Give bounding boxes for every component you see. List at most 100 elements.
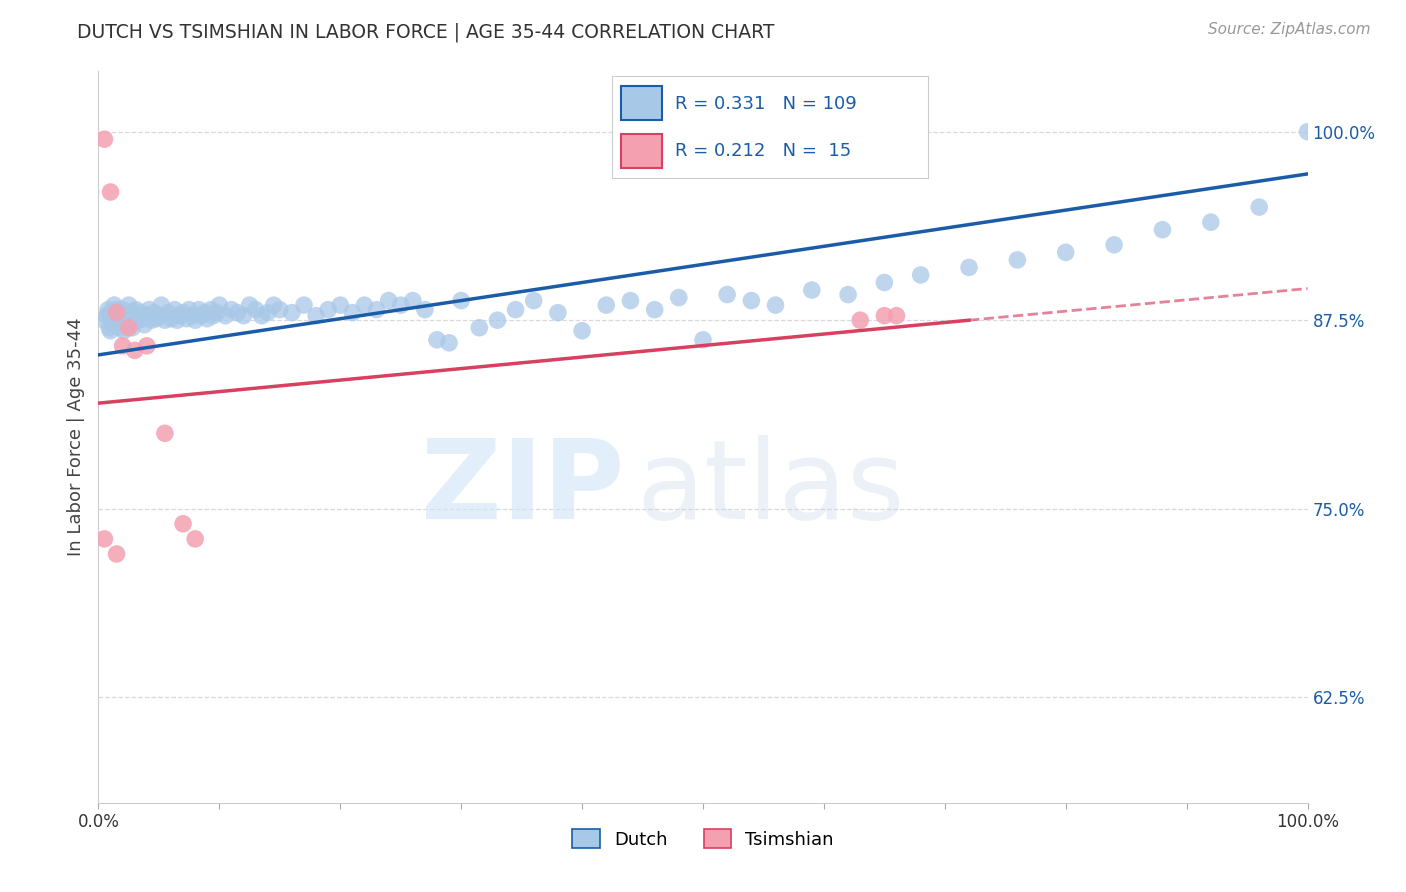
Point — [93, 313, 115, 327]
Point — [873, 276, 896, 290]
Point — [873, 309, 896, 323]
Point — [765, 298, 787, 312]
Point — [114, 309, 136, 323]
Point — [179, 302, 201, 317]
Point — [118, 298, 141, 312]
Point — [118, 320, 141, 334]
Point — [450, 293, 472, 308]
Point — [1102, 237, 1125, 252]
Point — [571, 324, 593, 338]
Point — [226, 306, 249, 320]
Point — [437, 335, 460, 350]
Point — [245, 302, 267, 317]
Point — [166, 313, 188, 327]
Point — [239, 298, 262, 312]
Point — [169, 309, 191, 323]
Point — [486, 313, 509, 327]
Text: R = 0.331   N = 109: R = 0.331 N = 109 — [675, 95, 856, 112]
Point — [108, 320, 131, 334]
Text: DUTCH VS TSIMSHIAN IN LABOR FORCE | AGE 35-44 CORRELATION CHART: DUTCH VS TSIMSHIAN IN LABOR FORCE | AGE … — [77, 22, 775, 42]
Point — [413, 302, 436, 317]
Point — [194, 306, 217, 320]
Point — [112, 324, 135, 338]
Point — [366, 302, 388, 317]
Point — [103, 298, 125, 312]
Y-axis label: In Labor Force | Age 35-44: In Labor Force | Age 35-44 — [66, 318, 84, 557]
Point — [1249, 200, 1271, 214]
Point — [619, 293, 641, 308]
Point — [426, 333, 449, 347]
Point — [250, 309, 273, 323]
Point — [121, 320, 143, 334]
Point — [100, 185, 122, 199]
Point — [187, 302, 209, 317]
Point — [105, 547, 128, 561]
Point — [105, 316, 128, 330]
Point — [740, 293, 762, 308]
Point — [263, 298, 285, 312]
Point — [190, 309, 212, 323]
Point — [145, 311, 167, 326]
Point — [176, 311, 198, 326]
Point — [108, 306, 131, 320]
Point — [163, 302, 186, 317]
Point — [93, 532, 115, 546]
Point — [125, 302, 148, 317]
Point — [1152, 223, 1174, 237]
Point — [402, 293, 425, 308]
Point — [105, 302, 128, 317]
Point — [150, 298, 173, 312]
Point — [111, 339, 134, 353]
Point — [910, 268, 932, 282]
Point — [1199, 215, 1222, 229]
Point — [135, 339, 157, 353]
Point — [505, 302, 527, 317]
Point — [124, 309, 146, 323]
Point — [837, 287, 859, 301]
Point — [957, 260, 980, 275]
Text: ZIP: ZIP — [420, 434, 624, 541]
Point — [134, 318, 156, 332]
Point — [1296, 125, 1319, 139]
Point — [232, 309, 254, 323]
Point — [668, 291, 690, 305]
Point — [316, 302, 339, 317]
Point — [118, 313, 141, 327]
Point — [100, 306, 122, 320]
Point — [256, 306, 278, 320]
Point — [96, 309, 118, 323]
Point — [111, 313, 134, 327]
FancyBboxPatch shape — [621, 135, 662, 168]
Point — [172, 516, 194, 531]
Point — [353, 298, 375, 312]
Point — [181, 309, 204, 323]
Point — [117, 318, 139, 332]
Point — [131, 311, 153, 326]
Point — [138, 302, 160, 317]
Point — [153, 426, 176, 441]
Point — [100, 324, 122, 338]
Point — [111, 302, 134, 317]
Point — [105, 306, 128, 320]
Point — [886, 309, 908, 323]
Point — [200, 302, 222, 317]
Text: atlas: atlas — [637, 434, 905, 541]
Point — [281, 306, 304, 320]
Point — [160, 311, 183, 326]
Point — [208, 298, 231, 312]
Point — [305, 309, 328, 323]
Point — [800, 283, 823, 297]
Point — [129, 306, 152, 320]
Point — [269, 302, 291, 317]
Point — [104, 307, 127, 321]
Point — [342, 306, 364, 320]
Point — [172, 306, 194, 320]
Point — [115, 311, 138, 326]
Point — [195, 311, 218, 326]
Text: Source: ZipAtlas.com: Source: ZipAtlas.com — [1208, 22, 1371, 37]
Point — [329, 298, 352, 312]
Point — [692, 333, 714, 347]
Legend: Dutch, Tsimshian: Dutch, Tsimshian — [565, 822, 841, 856]
Point — [292, 298, 315, 312]
Point — [135, 309, 157, 323]
